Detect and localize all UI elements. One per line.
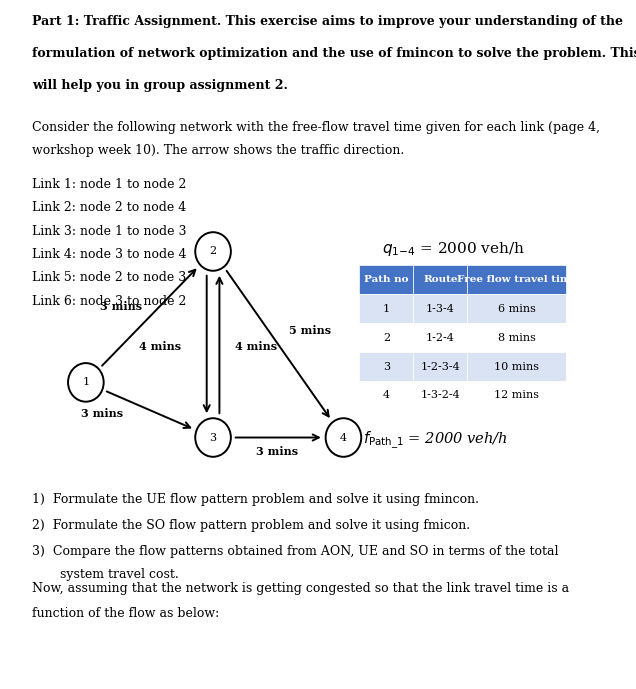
Text: 1-3-4: 1-3-4 bbox=[426, 304, 455, 313]
Text: 3 mins: 3 mins bbox=[256, 446, 298, 457]
Text: 2)  Formulate the SO flow pattern problem and solve it using fmicon.: 2) Formulate the SO flow pattern problem… bbox=[32, 519, 470, 532]
FancyBboxPatch shape bbox=[467, 265, 566, 294]
FancyBboxPatch shape bbox=[413, 323, 467, 352]
Text: Link 3: node 1 to node 3: Link 3: node 1 to node 3 bbox=[32, 225, 186, 238]
Text: 10 mins: 10 mins bbox=[494, 362, 539, 371]
FancyBboxPatch shape bbox=[359, 381, 413, 410]
Text: 2: 2 bbox=[383, 333, 390, 342]
FancyBboxPatch shape bbox=[359, 294, 413, 323]
Text: 8 mins: 8 mins bbox=[498, 333, 536, 342]
Text: formulation of network optimization and the use of fmincon to solve the problem.: formulation of network optimization and … bbox=[32, 47, 636, 60]
Text: 3: 3 bbox=[209, 433, 217, 442]
Text: 1-3-2-4: 1-3-2-4 bbox=[420, 391, 460, 400]
Text: 4: 4 bbox=[383, 391, 390, 400]
Text: 3 mins: 3 mins bbox=[81, 408, 123, 419]
Text: Free flow travel time: Free flow travel time bbox=[457, 275, 577, 285]
Text: 1-2-4: 1-2-4 bbox=[426, 333, 455, 342]
FancyBboxPatch shape bbox=[413, 294, 467, 323]
FancyBboxPatch shape bbox=[413, 381, 467, 410]
Text: 4 mins: 4 mins bbox=[235, 341, 277, 352]
FancyBboxPatch shape bbox=[467, 352, 566, 381]
Text: 3)  Compare the flow patterns obtained from AON, UE and SO in terms of the total: 3) Compare the flow patterns obtained fr… bbox=[32, 545, 558, 558]
Text: 6 mins: 6 mins bbox=[498, 304, 536, 313]
FancyBboxPatch shape bbox=[359, 352, 413, 381]
Text: 1-2-3-4: 1-2-3-4 bbox=[420, 362, 460, 371]
Text: Route: Route bbox=[423, 275, 458, 285]
Text: Link 6: node 3 to node 2: Link 6: node 3 to node 2 bbox=[32, 295, 186, 308]
Text: function of the flow as below:: function of the flow as below: bbox=[32, 607, 219, 620]
Text: Link 1: node 1 to node 2: Link 1: node 1 to node 2 bbox=[32, 178, 186, 191]
Text: Link 4: node 3 to node 4: Link 4: node 3 to node 4 bbox=[32, 248, 186, 261]
Text: Consider the following network with the free-flow travel time given for each lin: Consider the following network with the … bbox=[32, 121, 600, 134]
Text: 3 mins: 3 mins bbox=[100, 301, 142, 312]
Circle shape bbox=[326, 418, 361, 457]
Text: $\mathit{q}_{1\mathrm{-}4}$ = 2000 veh/h: $\mathit{q}_{1\mathrm{-}4}$ = 2000 veh/h bbox=[382, 240, 525, 258]
Text: Part 1: Traffic Assignment. This exercise aims to improve your understanding of : Part 1: Traffic Assignment. This exercis… bbox=[32, 15, 623, 28]
Text: 4: 4 bbox=[340, 433, 347, 442]
Text: Link 5: node 2 to node 3: Link 5: node 2 to node 3 bbox=[32, 271, 186, 285]
Text: Path no: Path no bbox=[364, 275, 408, 285]
Circle shape bbox=[68, 363, 104, 402]
Circle shape bbox=[195, 232, 231, 271]
Text: Now, assuming that the network is getting congested so that the link travel time: Now, assuming that the network is gettin… bbox=[32, 582, 569, 595]
Circle shape bbox=[195, 418, 231, 457]
Text: $f_{\mathrm{Path\_1}}$ = 2000 veh/h: $f_{\mathrm{Path\_1}}$ = 2000 veh/h bbox=[363, 431, 508, 451]
Text: 5 mins: 5 mins bbox=[289, 325, 331, 336]
Text: 1)  Formulate the UE flow pattern problem and solve it using fmincon.: 1) Formulate the UE flow pattern problem… bbox=[32, 493, 479, 506]
Text: 4 mins: 4 mins bbox=[139, 341, 181, 352]
Text: 12 mins: 12 mins bbox=[494, 391, 539, 400]
FancyBboxPatch shape bbox=[413, 352, 467, 381]
FancyBboxPatch shape bbox=[467, 381, 566, 410]
FancyBboxPatch shape bbox=[467, 323, 566, 352]
Text: 3: 3 bbox=[383, 362, 390, 371]
Text: will help you in group assignment 2.: will help you in group assignment 2. bbox=[32, 79, 287, 92]
Text: 1: 1 bbox=[383, 304, 390, 313]
Text: Link 2: node 2 to node 4: Link 2: node 2 to node 4 bbox=[32, 201, 186, 214]
FancyBboxPatch shape bbox=[359, 323, 413, 352]
Text: system travel cost.: system travel cost. bbox=[32, 568, 179, 582]
Text: workshop week 10). The arrow shows the traffic direction.: workshop week 10). The arrow shows the t… bbox=[32, 144, 404, 157]
Text: 1: 1 bbox=[82, 378, 90, 387]
Text: 2: 2 bbox=[209, 247, 217, 256]
FancyBboxPatch shape bbox=[467, 294, 566, 323]
FancyBboxPatch shape bbox=[359, 265, 413, 294]
FancyBboxPatch shape bbox=[413, 265, 467, 294]
